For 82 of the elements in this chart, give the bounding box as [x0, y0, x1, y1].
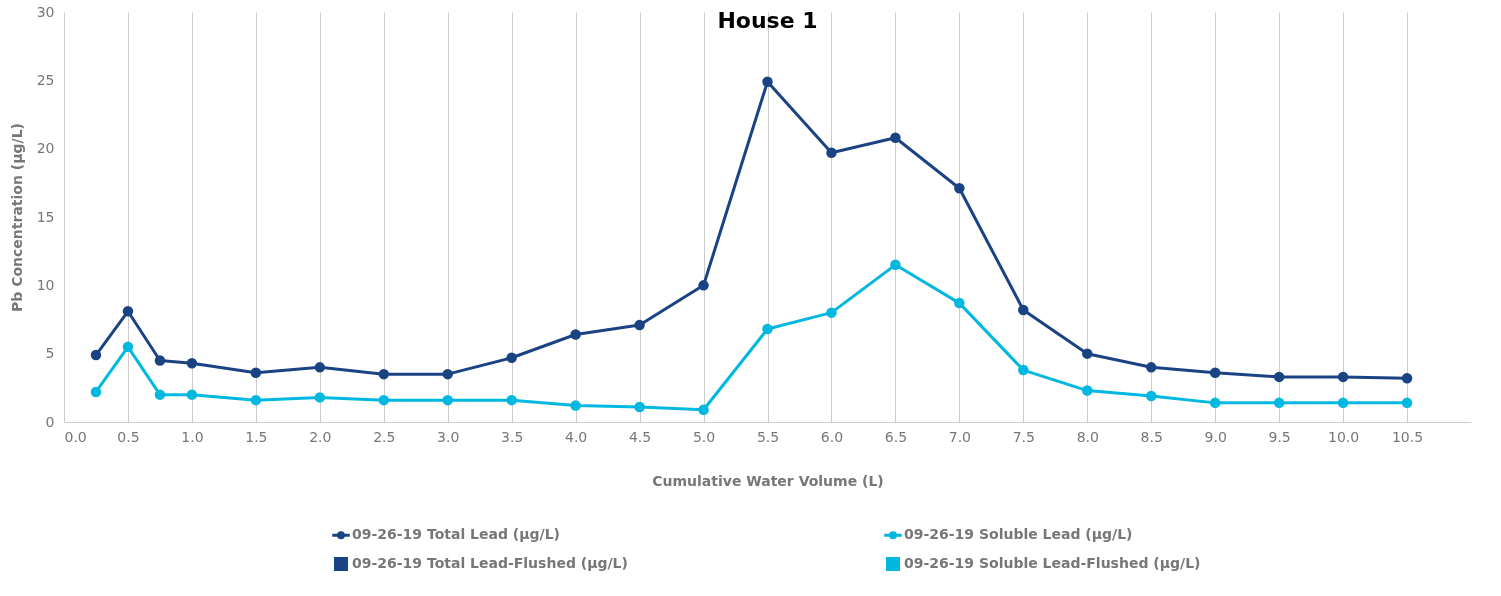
- x-tick-label: 1.5: [245, 428, 268, 445]
- x-tick-label: 1.0: [181, 428, 204, 445]
- x-tick-label: 5.0: [692, 428, 716, 445]
- y-tick-label: 15: [36, 208, 55, 225]
- point: [1145, 390, 1157, 402]
- point: [378, 368, 390, 380]
- x-tick-label: 10.0: [1328, 428, 1360, 445]
- x-tick-label: 0.5: [117, 428, 140, 445]
- x-tick-label: 7.0: [948, 428, 971, 445]
- y-tick-label: 20: [36, 140, 55, 157]
- x-tick-label: 7.5: [1012, 428, 1035, 445]
- point: [250, 394, 262, 406]
- point: [826, 147, 837, 158]
- point: [314, 362, 326, 373]
- x-tick-label: 4.5: [628, 428, 652, 445]
- point: [890, 259, 901, 271]
- x-tick-label: 6.5: [884, 428, 908, 445]
- point: [890, 132, 901, 143]
- point: [954, 183, 965, 194]
- y-tick-label: 10: [36, 276, 55, 293]
- point: [1337, 397, 1349, 409]
- point: [442, 394, 453, 406]
- point: [1018, 304, 1029, 316]
- point: [314, 392, 326, 403]
- x-tick-label: 9.0: [1204, 428, 1227, 445]
- point: [250, 367, 262, 379]
- point: [122, 306, 134, 317]
- x-tick-label: 10.5: [1391, 428, 1424, 445]
- point: [954, 297, 965, 309]
- point: [506, 394, 517, 406]
- point: [634, 319, 645, 331]
- x-tick-label: 2.0: [309, 428, 332, 445]
- point: [762, 76, 773, 87]
- point: [1273, 371, 1285, 383]
- point: [378, 394, 390, 406]
- legend-label: 09-26-19 Soluble Lead (µg/L): [904, 526, 1133, 543]
- point: [1401, 373, 1413, 384]
- x-tick-label: 6.0: [820, 428, 844, 445]
- point: [762, 323, 773, 335]
- point: [186, 389, 198, 400]
- y-tick-label: 25: [36, 71, 55, 88]
- x-tick-label: 8.5: [1140, 428, 1163, 445]
- point: [1018, 364, 1029, 376]
- y-tick-label: 5: [45, 345, 55, 362]
- point: [698, 280, 709, 291]
- point: [1401, 397, 1413, 409]
- x-tick-label: 3.5: [501, 428, 524, 445]
- point: [122, 341, 134, 353]
- point: [90, 349, 102, 361]
- chart-title: House 1: [717, 8, 818, 33]
- point: [506, 352, 517, 363]
- y-tick-label: 0: [45, 413, 55, 430]
- point: [570, 400, 581, 411]
- point: [90, 386, 102, 398]
- point: [1337, 371, 1349, 383]
- point: [154, 389, 166, 400]
- point: [1209, 397, 1221, 409]
- point: [634, 401, 645, 413]
- x-tick-label: 5.5: [756, 428, 780, 445]
- x-tick-label: 2.5: [373, 428, 396, 445]
- x-tick-label: 4.0: [565, 428, 588, 445]
- x-tick-label: 3.0: [437, 428, 460, 445]
- point: [154, 355, 166, 366]
- y-axis-title: Pb Concentration (µg/L): [8, 123, 25, 312]
- point: [1209, 367, 1221, 379]
- point: [442, 368, 453, 380]
- y-tick-label: 30: [36, 3, 55, 20]
- point: [826, 307, 837, 318]
- point: [1082, 385, 1093, 396]
- point: [186, 358, 198, 369]
- x-axis-title: Cumulative Water Volume (L): [652, 472, 884, 489]
- x-tick-label: 0.0: [64, 428, 87, 445]
- point: [570, 329, 581, 340]
- legend-label: 09-26-19 Soluble Lead-Flushed (µg/L): [904, 555, 1201, 571]
- point: [1145, 362, 1157, 373]
- point: [698, 404, 709, 415]
- legend-label: 09-26-19 Total Lead (µg/L): [352, 526, 560, 543]
- x-tick-label: 9.5: [1268, 428, 1291, 445]
- point: [1082, 348, 1093, 359]
- legend-label: 09-26-19 Total Lead-Flushed (µg/L): [352, 555, 628, 571]
- x-tick-label: 8.0: [1076, 428, 1099, 445]
- point: [1273, 397, 1285, 409]
